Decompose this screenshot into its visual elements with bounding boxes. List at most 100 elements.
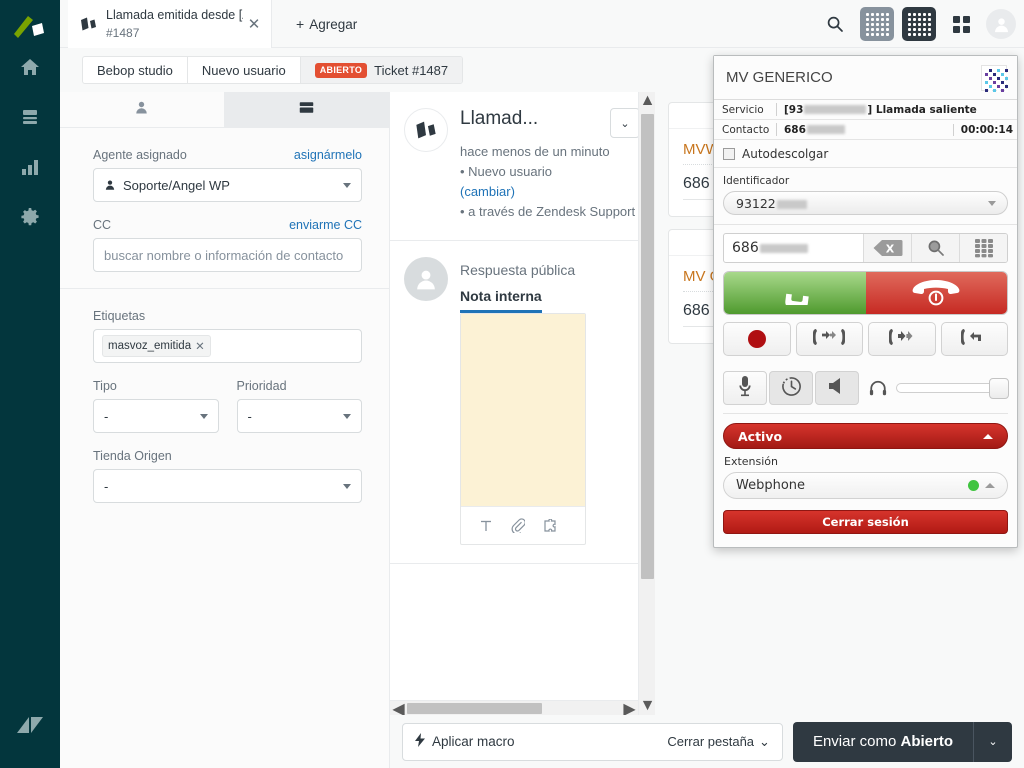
type-value: -	[104, 408, 109, 424]
home-icon	[20, 57, 40, 82]
dialer-value: 686	[732, 240, 759, 256]
autopickup-checkbox[interactable]: Autodescolgar	[714, 140, 1017, 168]
scrollbar-thumb[interactable]	[407, 703, 542, 714]
agent-state-select[interactable]: Activo	[723, 423, 1008, 449]
text-format-icon[interactable]	[479, 519, 493, 533]
volume-slider[interactable]	[896, 378, 1009, 399]
mute-microphone-button[interactable]	[723, 371, 767, 405]
tab-public-reply[interactable]: Respuesta pública	[460, 262, 576, 278]
breadcrumb-current: ABIERTO Ticket #1487	[300, 57, 463, 83]
backspace-x-icon[interactable]: X	[863, 234, 911, 262]
sidebar-item-admin[interactable]	[0, 194, 60, 244]
softphone-title: MV GENERICO	[726, 69, 833, 86]
submit-button[interactable]: Enviar como Abierto ⌄	[792, 721, 1012, 762]
assignee-value: Soporte/Angel WP	[123, 177, 230, 193]
close-icon[interactable]: ✕	[247, 16, 261, 33]
identifier-section: Identificador 93122	[714, 168, 1017, 225]
store-origin-value: -	[104, 478, 109, 494]
volume-slider-knob[interactable]	[989, 378, 1009, 399]
cc-input[interactable]: buscar nombre o información de contacto	[93, 238, 362, 272]
composer-box	[460, 313, 586, 545]
submit-status: Abierto	[900, 733, 954, 750]
apps-icon[interactable]	[944, 7, 978, 41]
record-button[interactable]	[723, 322, 791, 356]
transfer-attended-button[interactable]	[795, 322, 863, 356]
chevron-down-icon	[988, 200, 996, 206]
event-user: • Nuevo usuario	[460, 164, 552, 179]
scroll-up-arrow-icon[interactable]: ▲	[639, 92, 656, 109]
search-icon[interactable]	[818, 7, 852, 41]
keypad-icon[interactable]	[959, 234, 1007, 262]
scroll-left-arrow-icon[interactable]: ◀	[392, 700, 405, 718]
store-origin-select[interactable]: -	[93, 469, 362, 503]
type-select[interactable]: -	[93, 399, 219, 433]
service-suffix: ] Llamada saliente	[867, 103, 977, 116]
views-icon	[20, 107, 40, 132]
event-title: Llamad...	[460, 108, 539, 129]
tab-internal-note[interactable]: Nota interna	[460, 288, 542, 304]
add-tab-button[interactable]: + Agregar	[280, 0, 373, 48]
tab-user-info[interactable]	[60, 92, 225, 127]
scroll-down-arrow-icon[interactable]: ▼	[639, 697, 656, 714]
submit-prefix: Enviar como	[812, 733, 901, 750]
dots-grid-dark-icon[interactable]	[902, 7, 936, 41]
avatar[interactable]	[986, 9, 1016, 39]
autopickup-label: Autodescolgar	[742, 146, 829, 161]
close-tab-control[interactable]: Cerrar pestaña ⌄	[667, 734, 770, 750]
hangup-call-button[interactable]	[865, 272, 1007, 314]
assign-to-me-link[interactable]: asignármelo	[293, 148, 362, 162]
breadcrumb-item-1[interactable]: Nuevo usuario	[188, 57, 301, 83]
sidebar-item-views[interactable]	[0, 94, 60, 144]
apps-puzzle-icon[interactable]	[543, 518, 559, 533]
identifier-value: 93122	[736, 196, 808, 211]
ticket-icon	[80, 17, 100, 31]
sidebar-item-reporting[interactable]	[0, 144, 60, 194]
submit-label: Enviar como Abierto	[793, 733, 973, 750]
logout-button[interactable]: Cerrar sesión	[723, 510, 1008, 534]
extension-select[interactable]: Webphone	[723, 472, 1008, 499]
apply-macro-button[interactable]: Aplicar macro Cerrar pestaña ⌄	[402, 722, 783, 761]
microphone-icon	[737, 375, 753, 401]
remove-tag-icon[interactable]: ✕	[195, 341, 205, 353]
submit-dropdown-button[interactable]: ⌄	[988, 736, 998, 748]
magnifier-icon[interactable]	[911, 234, 959, 262]
conversation-horizontal-scrollbar[interactable]: ◀ ▶	[390, 700, 638, 718]
event-options-button[interactable]: ⌄	[610, 108, 640, 138]
contact-prefix: 686	[784, 123, 806, 136]
person-icon	[104, 179, 116, 191]
dialer-input[interactable]: 686	[724, 234, 863, 262]
hold-button[interactable]	[769, 371, 813, 405]
chevron-down-icon	[343, 414, 351, 419]
scroll-right-arrow-icon[interactable]: ▶	[623, 700, 636, 718]
avatar	[404, 108, 448, 152]
speaker-button[interactable]	[815, 371, 859, 405]
change-user-link[interactable]: (cambiar)	[460, 184, 515, 199]
composer-textarea[interactable]	[461, 314, 585, 506]
service-prefix: [93	[784, 103, 804, 116]
composer: Respuesta pública Nota interna	[390, 241, 654, 564]
answer-call-button[interactable]	[724, 272, 866, 314]
priority-select[interactable]: -	[236, 399, 362, 433]
tags-input[interactable]: masvoz_emitida ✕	[93, 329, 362, 363]
status-dot-icon	[968, 480, 979, 491]
attachment-icon[interactable]	[511, 518, 525, 533]
conversation-vertical-scrollbar[interactable]: ▲ ▼	[638, 92, 655, 715]
scrollbar-thumb[interactable]	[641, 114, 654, 579]
tag-label: masvoz_emitida	[108, 340, 192, 352]
tag-chip[interactable]: masvoz_emitida ✕	[102, 335, 211, 357]
transfer-blind-button[interactable]	[868, 322, 936, 356]
chevron-down-icon: ⌄	[759, 733, 770, 749]
sidebar-item-home[interactable]	[0, 44, 60, 94]
tab-ticket-fields[interactable]	[224, 92, 389, 127]
identifier-select[interactable]: 93122	[723, 191, 1008, 215]
dots-grid-light-icon[interactable]	[860, 7, 894, 41]
breadcrumb-item-0[interactable]: Bebop studio	[83, 57, 188, 83]
add-tab-label: Agregar	[309, 16, 358, 32]
assignee-select[interactable]: Soporte/Angel WP	[93, 168, 362, 202]
send-me-cc-link[interactable]: enviarme CC	[289, 218, 362, 232]
plus-icon: +	[296, 16, 305, 32]
ticket-tab-1487[interactable]: Llamada emitida desde [AG... #1487 ✕	[68, 0, 272, 48]
call-return-button[interactable]	[940, 322, 1008, 356]
panel-divider	[60, 288, 389, 289]
active-tab-underline	[460, 310, 542, 313]
